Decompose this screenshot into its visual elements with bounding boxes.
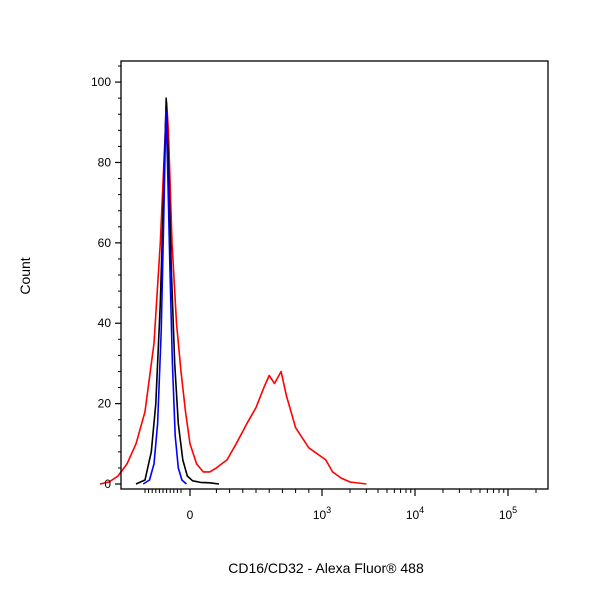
axes-layer: 0 20 40 60 80 100 0 103 104 105 <box>91 65 537 522</box>
y-tick-label: 80 <box>98 155 112 169</box>
series-layer <box>99 97 367 485</box>
x-tick-label: 0 <box>187 508 194 522</box>
y-tick-label: 60 <box>98 236 112 250</box>
x-tick-label: 105 <box>499 505 517 522</box>
y-axis-title: Count <box>17 257 33 294</box>
y-tick-label: 100 <box>91 75 111 89</box>
y-tick-label: 20 <box>98 397 112 411</box>
x-axis-title: CD16/CD32 - Alexa Fluor® 488 <box>228 560 424 576</box>
x-tick-label: 103 <box>313 505 331 522</box>
series-line-2 <box>135 97 220 485</box>
x-tick-label: 104 <box>406 505 424 522</box>
series-line-3 <box>142 109 187 485</box>
y-tick-label: 40 <box>98 316 112 330</box>
series-line-1 <box>99 101 367 485</box>
y-tick-label: 0 <box>104 477 111 491</box>
